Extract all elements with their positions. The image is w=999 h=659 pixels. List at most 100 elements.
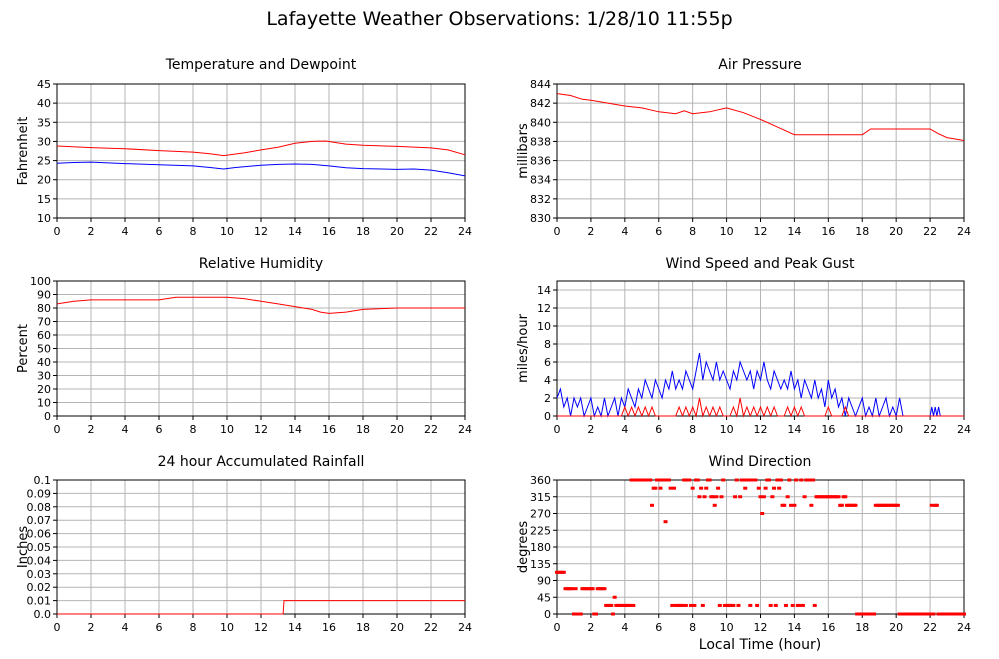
x-tick-label: 6 [156,423,163,436]
data-point [761,495,766,499]
x-tick-label: 22 [923,225,937,238]
y-tick-label: 180 [530,541,551,554]
data-point [743,486,748,490]
y-axis-label: Fahrenheit [16,117,31,186]
data-point [807,478,812,482]
series-line-2 [56,161,466,177]
y-tick-label: 15 [37,193,51,206]
data-point [666,478,671,482]
data-point [712,503,717,507]
data-point [836,495,841,499]
x-tick-label: 24 [458,423,472,436]
x-tick-label: 12 [254,225,268,238]
x-tick-label: 4 [621,621,628,634]
y-tick-label: 360 [530,474,551,487]
series-line-1 [56,296,465,314]
data-point [775,478,780,482]
y-tick-label: 834 [530,174,551,187]
y-tick-label: 10 [37,212,51,225]
y-tick-label: 2 [544,392,551,405]
y-axis-label: Inches [16,526,31,568]
y-tick-label: 135 [530,558,551,571]
data-point [699,486,704,490]
data-point [561,570,566,574]
data-point [682,478,687,482]
x-tick-label: 2 [88,225,95,238]
x-tick-label: 24 [957,423,971,436]
data-point [872,612,877,616]
y-tick-label: 838 [530,135,551,148]
x-tick-label: 18 [855,621,869,634]
y-tick-label: 60 [37,329,51,342]
data-point [753,478,758,482]
data-point [649,503,654,507]
x-tick-label: 18 [855,225,869,238]
data-point [772,486,777,490]
x-tick-label: 18 [356,621,370,634]
y-tick-label: 0.02 [27,581,52,594]
x-tick-label: 22 [923,621,937,634]
data-point [692,603,697,607]
data-point [711,495,716,499]
data-point [629,478,634,482]
data-point [734,478,739,482]
data-point [672,486,677,490]
x-tick-label: 24 [458,621,472,634]
y-tick-label: 8 [544,338,551,351]
x-tick-label: 8 [190,225,197,238]
x-tick-label: 20 [889,423,903,436]
y-tick-label: 70 [37,316,51,329]
x-tick-label: 8 [689,621,696,634]
x-tick-label: 12 [754,423,768,436]
x-tick-label: 6 [156,225,163,238]
chart-panel-2: 0 2 4 6 8 10 12 14 16 18 20 22 248308328348368388408… [516,57,971,238]
data-point [697,495,702,499]
x-tick-label: 20 [390,225,404,238]
x-tick-label: 6 [156,621,163,634]
x-tick-label: 20 [390,621,404,634]
x-tick-label: 16 [821,225,835,238]
y-tick-label: 6 [544,356,551,369]
x-tick-label: 2 [587,423,594,436]
chart-title: 24 hour Accumulated Rainfall [158,454,365,470]
data-point [658,486,663,490]
y-tick-label: 90 [37,289,51,302]
x-tick-label: 8 [190,621,197,634]
x-tick-label: 22 [424,621,438,634]
data-point [800,603,805,607]
data-point [790,603,795,607]
data-point [670,603,675,607]
x-tick-label: 24 [458,225,472,238]
data-point [785,495,790,499]
data-point [663,520,668,524]
y-tick-label: 0 [544,608,551,621]
data-point [707,478,712,482]
x-tick-label: 14 [787,621,801,634]
data-point [928,612,933,616]
data-point [687,478,692,482]
data-point [794,478,799,482]
data-point [578,612,583,616]
data-point [778,478,783,482]
y-tick-label: 0.07 [27,514,52,527]
y-tick-label: 20 [37,383,51,396]
data-point [797,603,802,607]
y-tick-label: 270 [530,508,551,521]
data-point [573,587,578,591]
x-tick-label: 0 [54,423,61,436]
x-tick-label: 18 [356,423,370,436]
data-point [760,512,765,515]
y-tick-label: 10 [537,320,551,333]
data-point [763,486,768,490]
y-tick-label: 832 [530,193,551,206]
x-axis-label: Local Time (hour) [699,637,821,653]
y-tick-label: 30 [37,370,51,383]
x-tick-label: 22 [424,225,438,238]
x-tick-label: 12 [754,621,768,634]
x-tick-label: 8 [689,423,696,436]
y-tick-label: 45 [37,78,51,91]
series-line-2 [557,397,964,418]
x-tick-label: 8 [689,225,696,238]
data-point [773,603,778,607]
